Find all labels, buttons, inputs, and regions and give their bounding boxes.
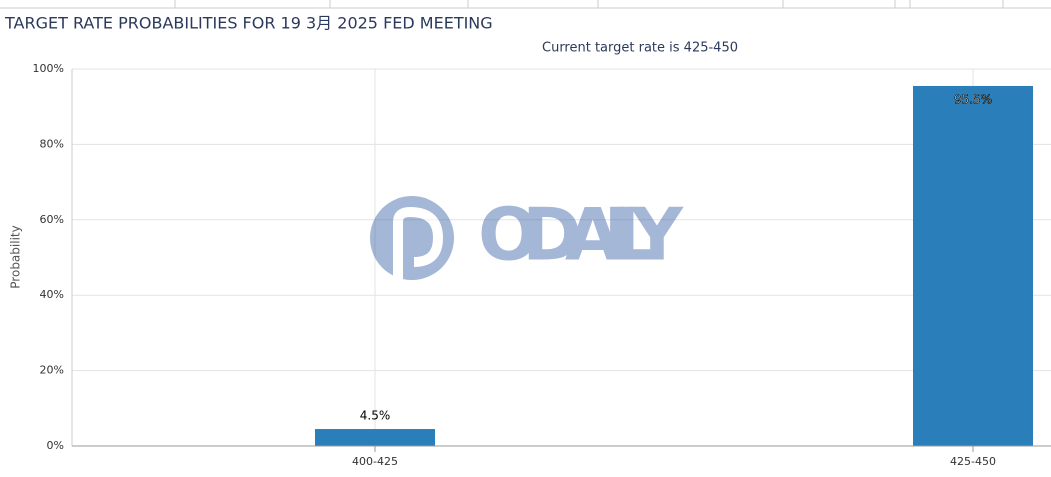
chart-title: TARGET RATE PROBABILITIES FOR 19 3月 2025… <box>4 14 493 33</box>
y-axis-label: Probability <box>9 225 23 288</box>
y-tick-label: 0% <box>47 439 64 452</box>
bar <box>315 429 435 446</box>
chart-subtitle: Current target rate is 425-450 <box>542 41 738 56</box>
watermark-logo-mark <box>393 206 444 282</box>
data-label: 4.5% <box>360 409 391 423</box>
bar <box>913 85 1033 446</box>
watermark-logo <box>370 196 454 280</box>
watermark-text: ODAILY <box>478 193 684 277</box>
y-tick-label: 80% <box>40 137 64 150</box>
y-tick-label: 60% <box>40 213 64 226</box>
y-tick-label: 100% <box>33 62 64 75</box>
watermark: ODAILY <box>370 193 684 282</box>
top-tabs <box>0 0 1051 9</box>
x-tick-label: 425-450 <box>950 455 996 468</box>
x-tick-label: 400-425 <box>352 455 398 468</box>
data-label: 95.5% <box>954 92 992 106</box>
y-tick-label: 20% <box>40 364 64 377</box>
y-tick-label: 40% <box>40 288 64 301</box>
